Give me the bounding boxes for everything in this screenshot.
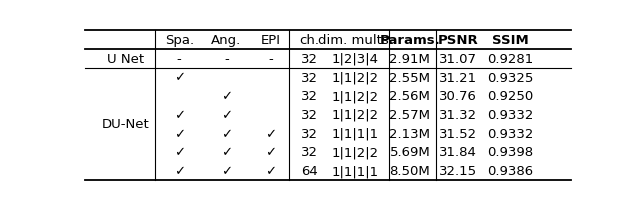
Text: U Net: U Net xyxy=(107,53,144,66)
Text: 1|1|2|2: 1|1|2|2 xyxy=(332,146,379,159)
Text: 0.9332: 0.9332 xyxy=(487,127,534,140)
Text: ✓: ✓ xyxy=(266,164,276,177)
Text: 0.9386: 0.9386 xyxy=(488,164,534,177)
Text: Ang.: Ang. xyxy=(211,34,241,47)
Text: 1|2|3|4: 1|2|3|4 xyxy=(332,53,379,66)
Text: 31.07: 31.07 xyxy=(439,53,477,66)
Text: -: - xyxy=(224,53,228,66)
Text: ✓: ✓ xyxy=(266,146,276,159)
Text: 1|1|2|2: 1|1|2|2 xyxy=(332,71,379,84)
Text: ✓: ✓ xyxy=(173,127,185,140)
Text: 32: 32 xyxy=(301,53,317,66)
Text: PSNR: PSNR xyxy=(438,34,478,47)
Text: -: - xyxy=(177,53,182,66)
Text: 2.13M: 2.13M xyxy=(389,127,430,140)
Text: ✓: ✓ xyxy=(221,90,232,103)
Text: 32: 32 xyxy=(301,71,317,84)
Text: -: - xyxy=(269,53,273,66)
Text: 31.21: 31.21 xyxy=(439,71,477,84)
Text: 0.9281: 0.9281 xyxy=(488,53,534,66)
Text: ✓: ✓ xyxy=(221,164,232,177)
Text: 30.76: 30.76 xyxy=(439,90,477,103)
Text: 5.69M: 5.69M xyxy=(390,146,430,159)
Text: EPI: EPI xyxy=(261,34,281,47)
Text: 2.55M: 2.55M xyxy=(389,71,430,84)
Text: ch.: ch. xyxy=(299,34,319,47)
Text: ✓: ✓ xyxy=(221,146,232,159)
Text: ✓: ✓ xyxy=(173,109,185,121)
Text: 31.32: 31.32 xyxy=(439,109,477,121)
Text: 1|1|2|2: 1|1|2|2 xyxy=(332,90,379,103)
Text: 1|1|2|2: 1|1|2|2 xyxy=(332,109,379,121)
Text: 8.50M: 8.50M xyxy=(390,164,430,177)
Text: DU-Net: DU-Net xyxy=(102,118,150,131)
Text: ✓: ✓ xyxy=(173,71,185,84)
Text: dim. mults.: dim. mults. xyxy=(318,34,393,47)
Text: ✓: ✓ xyxy=(173,164,185,177)
Text: 2.57M: 2.57M xyxy=(389,109,430,121)
Text: 32: 32 xyxy=(301,109,317,121)
Text: 64: 64 xyxy=(301,164,317,177)
Text: 2.56M: 2.56M xyxy=(389,90,430,103)
Text: 0.9398: 0.9398 xyxy=(488,146,534,159)
Text: 32: 32 xyxy=(301,127,317,140)
Text: 31.52: 31.52 xyxy=(439,127,477,140)
Text: 1|1|1|1: 1|1|1|1 xyxy=(332,127,379,140)
Text: 32: 32 xyxy=(301,90,317,103)
Text: 32: 32 xyxy=(301,146,317,159)
Text: ✓: ✓ xyxy=(221,127,232,140)
Text: SSIM: SSIM xyxy=(492,34,529,47)
Text: 1|1|1|1: 1|1|1|1 xyxy=(332,164,379,177)
Text: ✓: ✓ xyxy=(266,127,276,140)
Text: 0.9250: 0.9250 xyxy=(488,90,534,103)
Text: ✓: ✓ xyxy=(173,146,185,159)
Text: ✓: ✓ xyxy=(221,109,232,121)
Text: 31.84: 31.84 xyxy=(439,146,477,159)
Text: Spa.: Spa. xyxy=(164,34,194,47)
Text: 0.9325: 0.9325 xyxy=(487,71,534,84)
Text: 32.15: 32.15 xyxy=(439,164,477,177)
Text: 2.91M: 2.91M xyxy=(389,53,430,66)
Text: Params.: Params. xyxy=(380,34,440,47)
Text: 0.9332: 0.9332 xyxy=(487,109,534,121)
